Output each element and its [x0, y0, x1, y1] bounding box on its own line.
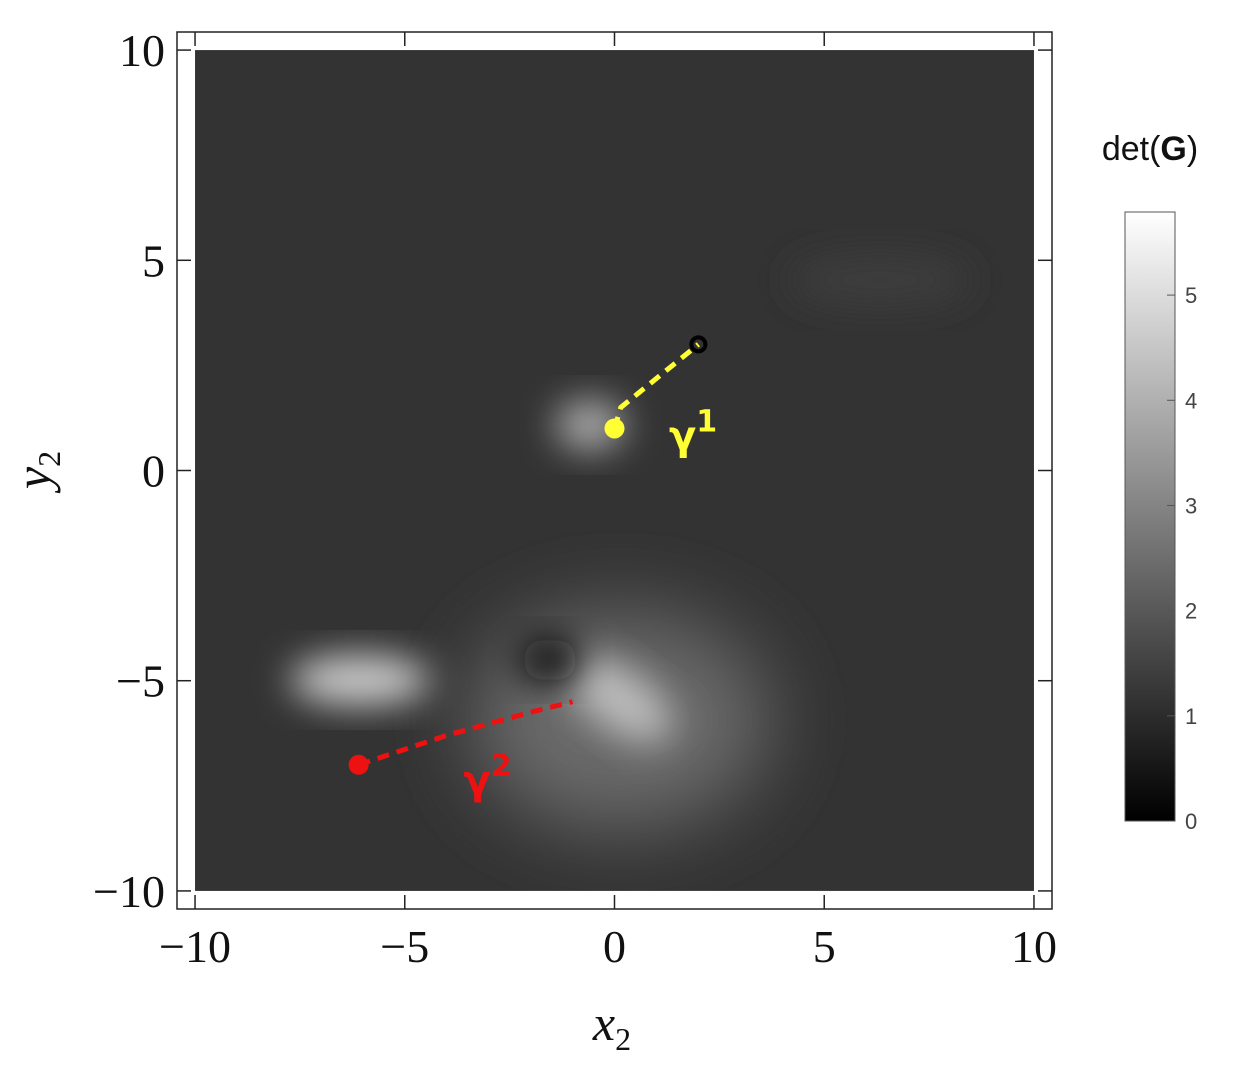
colorbar: [1124, 211, 1176, 822]
y-label-sub: 2: [31, 451, 67, 467]
colorbar-tick-label: 4: [1185, 388, 1197, 413]
path-label: γ2: [463, 749, 511, 804]
y-tick-label: 5: [142, 235, 165, 286]
cb-bold: G: [1160, 130, 1186, 168]
path-start: [348, 754, 369, 775]
x-tick-label: 5: [813, 921, 836, 972]
x-tick-label: −10: [159, 921, 231, 972]
path-label-base: γ: [463, 758, 490, 804]
path-label: γ1: [669, 404, 717, 459]
density-field: [195, 50, 1034, 891]
colorbar-tick-label: 3: [1185, 493, 1197, 518]
y-tick-label: −5: [116, 656, 165, 707]
y-axis-label: y2: [5, 451, 67, 494]
path-end: [689, 335, 708, 354]
colorbar-tick-label: 0: [1185, 809, 1197, 834]
path-label-sup: 1: [696, 404, 717, 439]
cb-prefix: det(: [1102, 130, 1161, 168]
x-axis-label: x2: [592, 995, 631, 1057]
path-label-sup: 2: [491, 749, 512, 784]
y-tick-label: 10: [119, 25, 165, 76]
y-tick-label: −10: [93, 866, 165, 917]
colorbar-tick-label: 2: [1185, 599, 1197, 624]
cb-suffix: ): [1187, 130, 1198, 168]
colorbar-tick-label: 5: [1185, 283, 1197, 308]
colorbar-tick-label: 1: [1185, 704, 1197, 729]
x-label-base: x: [592, 995, 615, 1051]
y-label-base: y: [5, 466, 61, 494]
x-label-sub: 2: [615, 1021, 631, 1057]
path-label-base: γ: [669, 413, 696, 459]
y-tick-label: 0: [142, 446, 165, 497]
path-start: [604, 418, 625, 439]
colorbar-title: det(G): [1102, 130, 1198, 168]
x-tick-label: −5: [380, 921, 429, 972]
x-tick-label: 10: [1011, 921, 1057, 972]
path-line: [357, 699, 574, 768]
x-tick-label: 0: [603, 921, 626, 972]
